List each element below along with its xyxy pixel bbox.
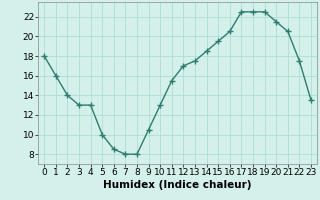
- X-axis label: Humidex (Indice chaleur): Humidex (Indice chaleur): [103, 180, 252, 190]
